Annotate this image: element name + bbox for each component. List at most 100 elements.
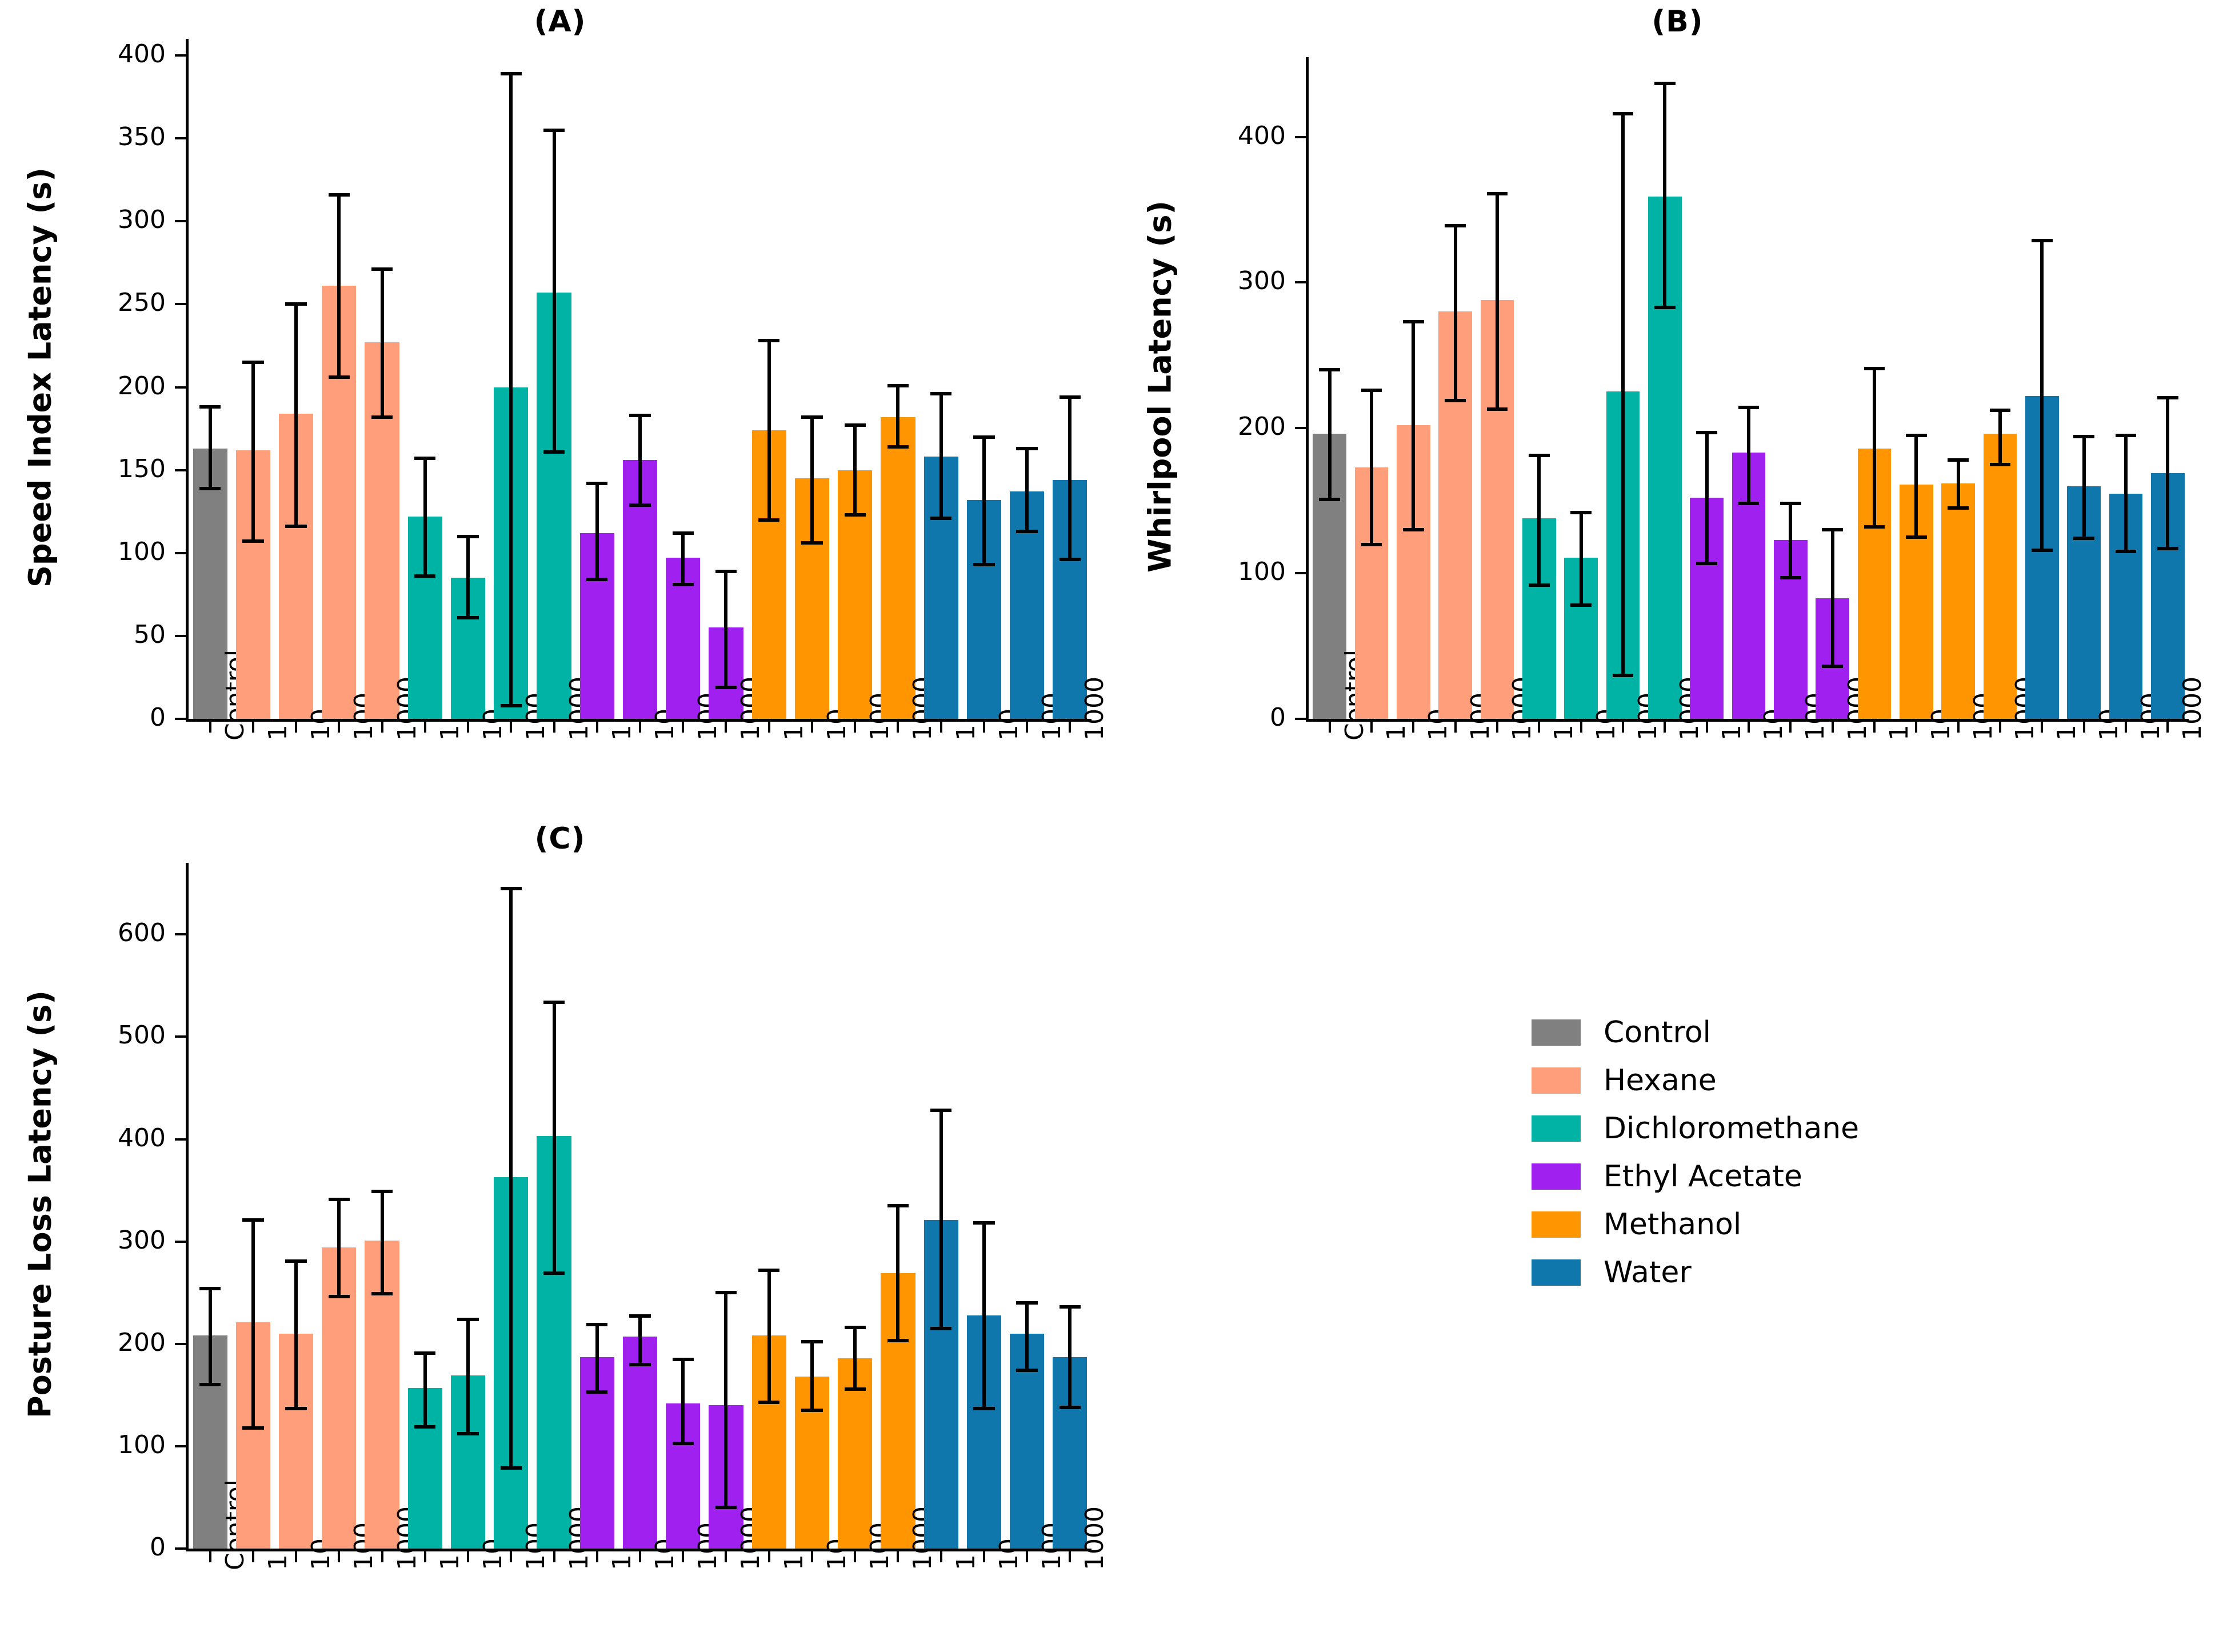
error-bar-cap-lower — [414, 1425, 436, 1429]
error-bar-cap-lower — [2073, 537, 2094, 541]
legend-color-swatch — [1532, 1163, 1581, 1190]
y-axis-tick-label: 100 — [118, 537, 166, 566]
panel-b-title: (B) — [1652, 5, 1704, 39]
error-bar-cap-lower — [1486, 407, 1508, 411]
y-axis-tick-label: 150 — [118, 454, 166, 483]
error-bar-line — [337, 194, 341, 378]
y-axis-spine — [186, 863, 189, 1551]
error-bar-cap-lower — [1822, 665, 1843, 669]
x-axis-tick — [1069, 722, 1071, 733]
error-bar-cap-lower — [930, 1326, 952, 1330]
error-bar-line — [423, 1353, 427, 1427]
error-bar-line — [939, 394, 943, 518]
error-bar-cap-upper — [1361, 388, 1382, 392]
y-axis-tick — [175, 220, 186, 223]
error-bar-line — [638, 415, 642, 505]
error-bar-cap-upper — [1989, 409, 2011, 413]
error-bar-line — [1068, 1307, 1072, 1407]
error-bar-line — [251, 362, 255, 542]
x-axis-tick — [1496, 722, 1498, 733]
error-bar-cap-upper — [1059, 395, 1081, 399]
legend-item: Water — [1532, 1249, 1859, 1297]
x-axis-tick — [553, 1551, 555, 1562]
error-bar-cap-lower — [1948, 506, 1969, 510]
error-bar-cap-upper — [1486, 192, 1508, 196]
legend-item-label: Ethyl Acetate — [1604, 1159, 1802, 1194]
x-axis-tick — [1957, 722, 1960, 733]
error-bar-line — [509, 73, 513, 706]
error-bar-line — [810, 417, 814, 543]
x-axis-tick-label: 1000 — [1080, 677, 1110, 741]
x-axis-tick — [467, 722, 470, 733]
y-axis-tick-label: 300 — [118, 205, 166, 235]
x-axis-tick-label: 1000 — [1080, 1506, 1110, 1570]
error-bar-line — [810, 1342, 814, 1411]
error-bar-line — [595, 483, 599, 580]
error-bar-cap-upper — [715, 1291, 737, 1295]
x-axis-tick — [639, 722, 641, 733]
x-axis-tick — [1622, 722, 1624, 733]
error-bar-line — [2040, 240, 2044, 550]
bar — [622, 1337, 658, 1549]
x-axis-tick — [939, 1551, 942, 1562]
error-bar-line — [1914, 435, 1918, 537]
error-bar-cap-lower — [887, 445, 909, 449]
error-bar-cap-upper — [2157, 395, 2178, 399]
error-bar-cap-upper — [801, 415, 823, 419]
y-axis-tick — [175, 303, 186, 306]
error-bar-cap-upper — [1948, 458, 1969, 462]
error-bar-line — [552, 130, 556, 452]
error-bar-cap-lower — [1445, 398, 1466, 402]
error-bar-cap-lower — [1780, 576, 1801, 580]
x-axis-tick-label: 1 — [2052, 725, 2082, 741]
x-axis-tick — [381, 722, 383, 733]
x-axis-tick — [982, 1551, 985, 1562]
error-bar-line — [380, 269, 384, 417]
x-axis-tick — [1831, 722, 1834, 733]
legend-item: Dichloromethane — [1532, 1105, 1859, 1153]
legend-color-swatch — [1532, 1115, 1581, 1142]
error-bar-line — [982, 437, 986, 565]
error-bar-line — [595, 1324, 599, 1392]
error-bar-cap-upper — [199, 405, 221, 409]
error-bar-cap-upper — [887, 383, 909, 387]
x-axis-tick — [725, 722, 727, 733]
error-bar-cap-upper — [457, 534, 479, 538]
error-bar-cap-lower — [844, 1387, 866, 1391]
x-axis-tick-label: 1 — [1885, 725, 1914, 741]
error-bar-cap-lower — [199, 1383, 221, 1387]
x-axis-tick-label: 1 — [607, 1554, 637, 1570]
error-bar-cap-lower — [801, 1409, 823, 1413]
legend-color-swatch — [1532, 1067, 1581, 1094]
x-axis-tick — [939, 722, 942, 733]
x-axis-tick — [1026, 722, 1029, 733]
error-bar-line — [1621, 114, 1625, 675]
error-bar-cap-lower — [758, 1400, 780, 1404]
y-axis-tick — [175, 1342, 186, 1345]
error-bar-cap-upper — [887, 1204, 909, 1207]
x-axis-tick — [1915, 722, 1918, 733]
y-axis-tick — [175, 634, 186, 637]
y-axis-tick — [175, 718, 186, 720]
error-bar-line — [1956, 459, 1960, 508]
x-axis-tick — [510, 1551, 513, 1562]
error-bar-cap-upper — [1319, 368, 1340, 372]
x-axis-tick — [854, 722, 857, 733]
x-axis-tick-label: 1 — [435, 725, 465, 741]
x-axis-tick — [767, 722, 770, 733]
error-bar-cap-upper — [242, 1218, 264, 1222]
error-bar-line — [423, 458, 427, 577]
error-bar-cap-lower — [328, 375, 350, 379]
error-bar-cap-upper — [1906, 433, 1927, 437]
y-axis-tick-label: 250 — [118, 288, 166, 318]
error-bar-cap-upper — [1403, 320, 1424, 324]
error-bar-cap-lower — [328, 1295, 350, 1299]
error-bar-line — [380, 1191, 384, 1294]
panel-a: (A) Speed Index Latency (s) 0 50 100 150 200… — [0, 0, 1120, 823]
y-axis-tick-label: 200 — [118, 1327, 166, 1357]
error-bar-cap-lower — [973, 1406, 995, 1410]
x-axis-tick — [1328, 722, 1331, 733]
error-bar-line — [466, 1319, 470, 1434]
error-bar-cap-upper — [1016, 446, 1038, 450]
